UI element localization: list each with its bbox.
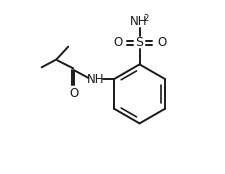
Text: O: O (112, 36, 122, 49)
Text: O: O (156, 36, 165, 49)
Text: 2: 2 (143, 14, 148, 23)
Text: O: O (69, 87, 79, 100)
Text: NH: NH (129, 15, 147, 27)
Text: NH: NH (87, 73, 104, 86)
Text: S: S (135, 36, 143, 49)
